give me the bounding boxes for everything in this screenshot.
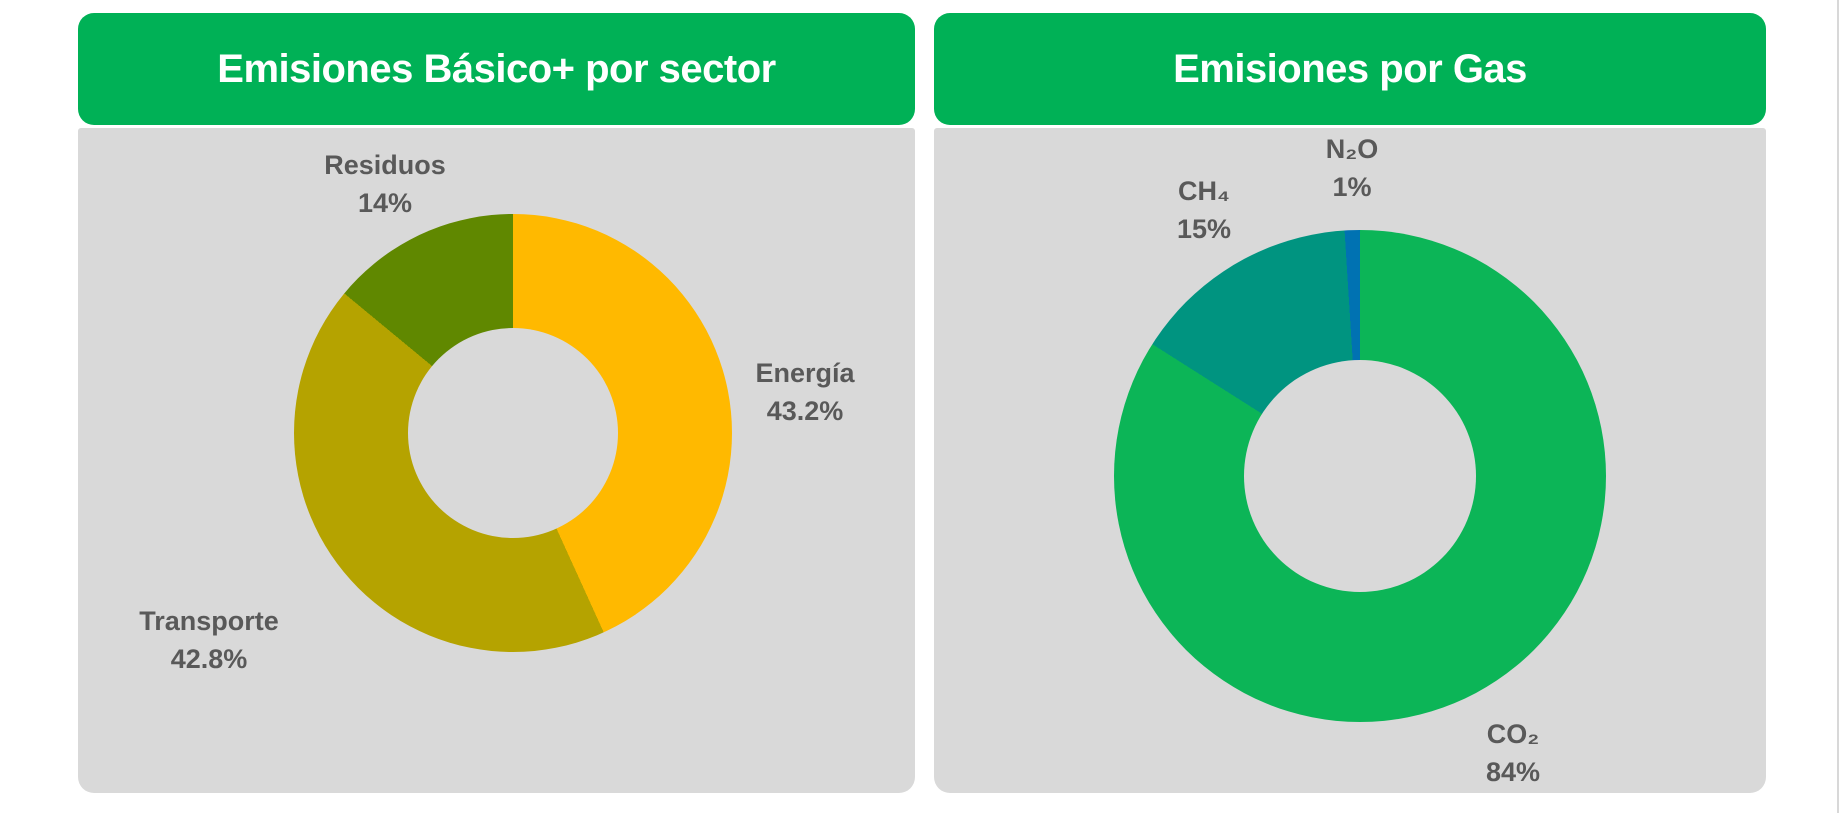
label-energia-pct: 43.2% [766,396,844,426]
label-transporte: Transporte 42.8% [139,602,279,678]
label-residuos-pct: 14% [357,188,413,218]
label-transporte-pct: 42.8% [170,644,248,674]
label-ch4: CH₄ 15% [1177,172,1231,248]
label-co2-pct: 84% [1485,757,1541,787]
gas-donut-chart[interactable] [1114,230,1606,722]
label-ch4-name: CH₄ [1178,176,1230,206]
label-energia-name: Energía [755,358,855,388]
label-transporte-name: Transporte [139,606,279,636]
sector-donut-chart[interactable] [294,214,732,652]
page-right-border [1837,0,1839,813]
sector-card-title: Emisiones Básico+ por sector [217,46,776,91]
label-residuos: Residuos 14% [324,146,446,222]
label-n2o-pct: 1% [1332,172,1372,202]
label-co2-name: CO₂ [1486,719,1540,749]
gas-donut-hole [1244,360,1476,592]
gas-chart-area: N₂O 1% CH₄ 15% CO₂ 84% [934,128,1766,793]
sector-donut-hole [408,328,618,538]
label-energia: Energía 43.2% [755,354,854,430]
label-n2o-name: N₂O [1325,134,1379,164]
label-co2: CO₂ 84% [1486,715,1540,791]
label-residuos-name: Residuos [324,150,446,180]
sector-chart-area: Residuos 14% Energía 43.2% Transporte 42… [78,128,915,793]
sector-card-header: Emisiones Básico+ por sector [78,13,915,125]
gas-card-header: Emisiones por Gas [934,13,1766,125]
sector-emissions-card: Emisiones Básico+ por sector Residuos 14… [78,13,915,793]
gas-card-title: Emisiones por Gas [1173,46,1527,91]
gas-emissions-card: Emisiones por Gas N₂O 1% CH₄ 15% CO₂ 84% [934,13,1766,793]
label-ch4-pct: 15% [1176,214,1232,244]
label-n2o: N₂O 1% [1326,130,1379,206]
